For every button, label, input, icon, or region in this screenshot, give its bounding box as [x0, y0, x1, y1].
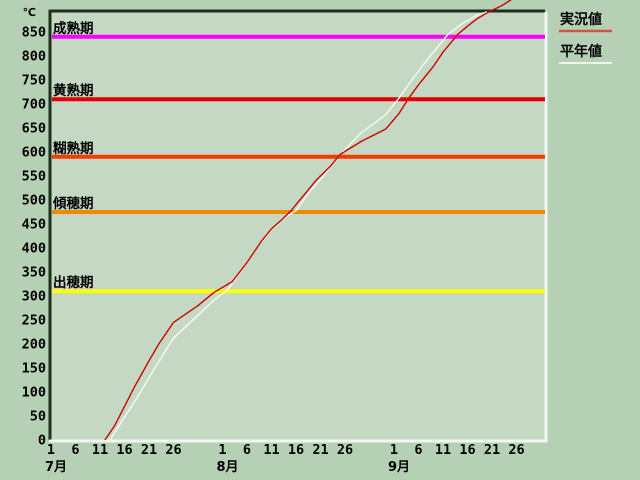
y-tick-label: 250 [22, 313, 46, 329]
x-tick-label: 21 [312, 442, 328, 458]
x-tick-label: 26 [508, 442, 524, 458]
y-tick-label: 500 [22, 193, 46, 209]
x-tick-label: 16 [116, 442, 132, 458]
x-tick-label: 21 [484, 442, 500, 458]
x-tick-label: 16 [288, 442, 304, 458]
plot-border-bottomright [49, 12, 548, 443]
x-tick-label: 21 [141, 442, 157, 458]
month-label: 9月 [388, 460, 410, 475]
threshold-label: 成熟期 [53, 20, 94, 37]
plot-border-topleft [48, 9, 545, 440]
y-tick-label: 450 [22, 217, 46, 233]
y-tick-label: 750 [22, 73, 46, 89]
y-tick-label: 650 [22, 121, 46, 137]
y-tick-label: 300 [22, 289, 46, 305]
y-tick-label: 850 [22, 25, 46, 41]
y-tick-label: 700 [22, 97, 46, 113]
threshold-label: 傾穂期 [52, 195, 94, 212]
y-tick-label: 50 [30, 409, 46, 425]
y-tick-label: 350 [22, 265, 46, 281]
x-tick-label: 11 [92, 442, 108, 458]
x-tick-label: 6 [243, 442, 251, 458]
threshold-label: 黄熟期 [53, 82, 94, 99]
threshold-label: 糊熟期 [53, 140, 94, 157]
series-actual-line [104, 0, 512, 441]
y-tick-label: 200 [22, 337, 46, 353]
y-tick-label: 600 [22, 145, 46, 161]
x-tick-label: 6 [414, 442, 422, 458]
y-tick-label: 150 [22, 361, 46, 377]
month-label: 8月 [217, 460, 239, 475]
x-tick-label: 11 [435, 442, 451, 458]
x-tick-label: 1 [47, 442, 55, 458]
x-tick-label: 16 [459, 442, 475, 458]
x-tick-label: 26 [165, 442, 181, 458]
series-normal-line [109, 11, 488, 441]
y-tick-label: 550 [22, 169, 46, 185]
x-tick-label: 6 [71, 442, 79, 458]
x-tick-label: 1 [390, 442, 398, 458]
y-tick-label: 0 [38, 433, 46, 449]
x-tick-label: 1 [218, 442, 226, 458]
legend-actual-label: 実況値 [560, 11, 602, 28]
y-tick-label: 100 [22, 385, 46, 401]
x-tick-label: 26 [337, 442, 353, 458]
y-axis-unit-label: ℃ [23, 6, 36, 19]
plot-area [51, 12, 545, 440]
x-tick-label: 11 [263, 442, 279, 458]
y-tick-label: 400 [22, 241, 46, 257]
legend-normal-label: 平年値 [560, 43, 602, 60]
month-label: 7月 [45, 460, 67, 475]
threshold-label: 出穂期 [53, 274, 94, 291]
y-tick-label: 800 [22, 49, 46, 65]
